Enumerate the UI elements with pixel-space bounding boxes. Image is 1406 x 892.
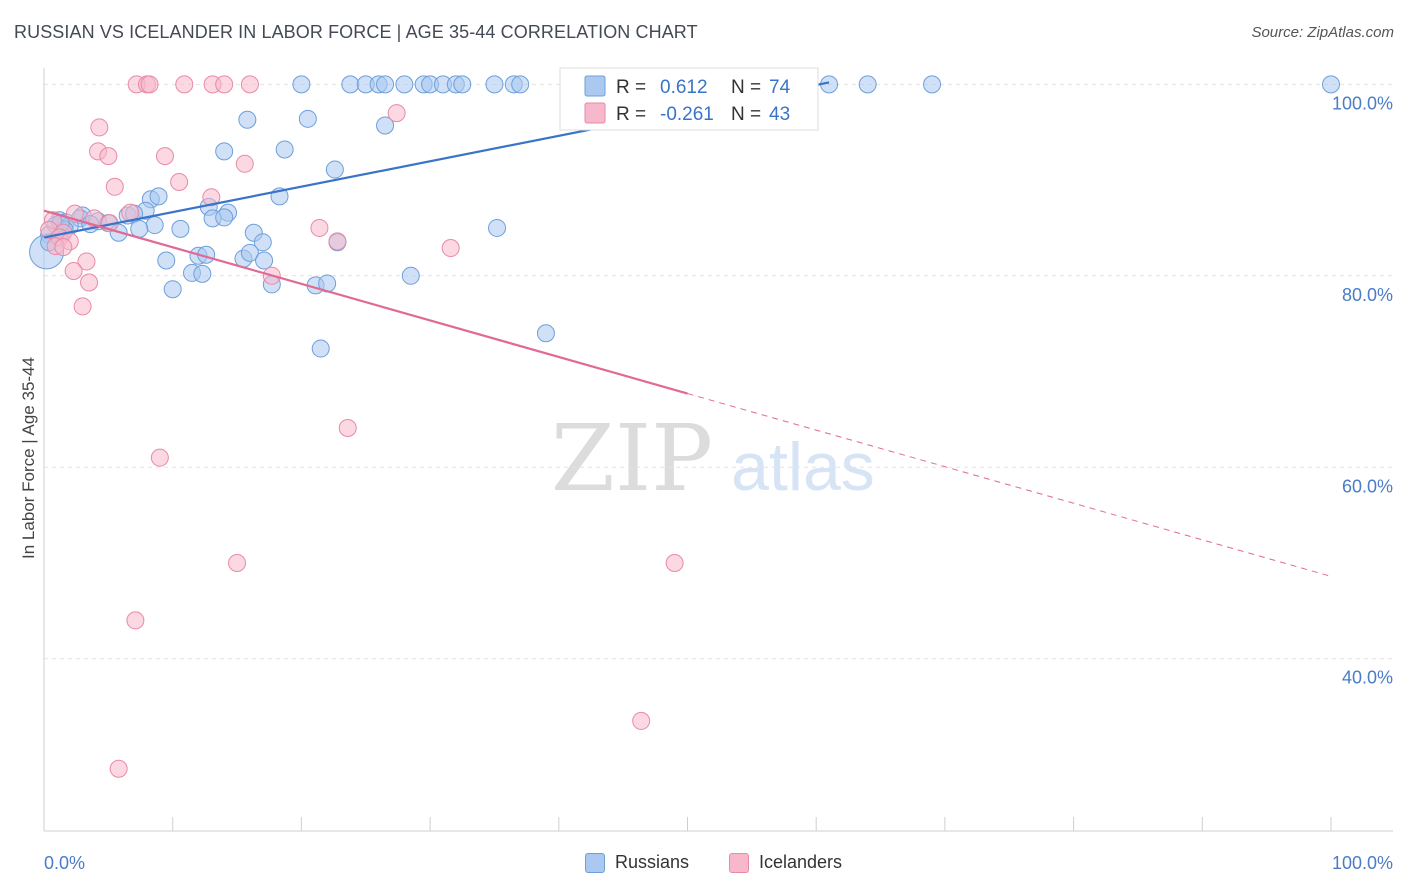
point-russians-59 [240, 243, 259, 262]
stats-legend: R = 0.612 N = 74 R = -0.261 N = 43 [559, 67, 819, 131]
point-russians-69 [311, 339, 330, 358]
y-tick-label-2: 60.0% [1342, 476, 1393, 496]
point-russians-64 [401, 266, 420, 285]
point-russians-48 [130, 219, 149, 238]
point-russians-49 [171, 219, 190, 238]
legend-swatch-russians [585, 852, 605, 873]
legend-label-icelanders: Icelanders [759, 852, 843, 872]
point-icelanders-28 [54, 238, 73, 257]
watermark: ZIP atlas [551, 405, 875, 512]
russians-n-value: 74 [769, 77, 791, 98]
trendline-icelanders-extension [687, 393, 1332, 577]
point-icelanders-12 [155, 147, 174, 166]
point-russians-45 [215, 208, 234, 227]
point-russians-5 [395, 75, 414, 94]
x-tick-label-1: 100.0% [1332, 853, 1393, 873]
legend-label-russians: Russians [615, 852, 690, 872]
point-icelanders-34 [80, 273, 99, 292]
trendline-icelanders [43, 209, 688, 395]
point-russians-19 [923, 75, 942, 94]
y-axis-label: In Labor Force | Age 35-44 [19, 357, 38, 559]
x-tick-label-0: 0.0% [44, 853, 85, 873]
point-icelanders-31 [77, 252, 96, 271]
axes [43, 68, 1393, 832]
point-icelanders-41 [632, 711, 651, 730]
point-russians-24 [215, 142, 234, 161]
chart-source: Source: ZipAtlas.com [1251, 24, 1394, 41]
point-russians-20 [1322, 75, 1340, 94]
point-icelanders-9 [90, 118, 109, 137]
tick-labels: 100.0% 80.0% 60.0% 40.0% 0.0% 100.0% [44, 93, 1393, 873]
point-russians-25 [275, 140, 294, 159]
point-russians-18 [858, 75, 877, 94]
icelanders-n-value: 43 [769, 104, 790, 125]
legend-swatch-icelanders [729, 852, 749, 873]
point-russians-10 [453, 75, 472, 94]
point-icelanders-40 [126, 611, 145, 630]
russians-r-label: R = [616, 77, 646, 98]
russians-r-value: 0.612 [660, 77, 708, 98]
point-icelanders-14 [170, 172, 189, 191]
point-icelanders-29 [328, 232, 347, 251]
legend-item-russians[interactable]: Russians [585, 852, 689, 873]
point-icelanders-3 [175, 75, 194, 94]
point-icelanders-16 [202, 188, 221, 207]
chart-title: RUSSIAN VS ICELANDER IN LABOR FORCE | AG… [14, 22, 698, 42]
point-icelanders-8 [387, 104, 406, 123]
point-russians-70 [536, 324, 555, 343]
legend-item-icelanders[interactable]: Icelanders [729, 852, 842, 873]
point-icelanders-36 [338, 419, 357, 438]
icelanders-swatch [584, 102, 606, 124]
point-russians-63 [193, 264, 212, 283]
point-russians-60 [157, 251, 176, 270]
russians-n-label: N = [731, 77, 761, 98]
point-russians-26 [325, 160, 344, 179]
point-icelanders-24 [310, 218, 329, 237]
point-icelanders-15 [105, 177, 124, 196]
point-russians-22 [298, 109, 317, 128]
watermark-atlas: atlas [731, 429, 875, 505]
point-icelanders-2 [140, 75, 159, 94]
point-icelanders-5 [215, 75, 234, 94]
point-russians-68 [163, 280, 182, 299]
bottom-legend: Russians Icelanders [0, 852, 1406, 878]
point-russians-11 [485, 75, 504, 94]
russians-swatch [584, 75, 606, 97]
point-icelanders-11 [99, 147, 118, 166]
point-russians-61 [255, 251, 274, 270]
point-russians-23 [376, 116, 395, 135]
point-icelanders-38 [228, 553, 247, 572]
point-russians-29 [149, 187, 168, 206]
series-icelanders [40, 75, 684, 778]
point-icelanders-30 [441, 239, 460, 258]
point-russians-53 [488, 218, 507, 237]
point-russians-4 [376, 75, 395, 94]
point-russians-21 [238, 110, 257, 129]
point-icelanders-42 [109, 759, 128, 778]
point-russians-54 [253, 233, 272, 252]
icelanders-r-label: R = [616, 104, 646, 125]
y-tick-label-0: 100.0% [1332, 93, 1393, 113]
watermark-zip: ZIP [551, 405, 713, 512]
point-icelanders-13 [235, 154, 254, 173]
point-russians-0 [292, 75, 311, 94]
icelanders-r-value: -0.261 [660, 104, 714, 125]
icelanders-n-label: N = [731, 104, 761, 125]
point-russians-43 [145, 216, 164, 235]
point-icelanders-39 [665, 553, 684, 572]
point-russians-13 [511, 75, 530, 94]
point-icelanders-32 [64, 262, 83, 281]
point-icelanders-6 [240, 75, 259, 94]
y-tick-label-1: 80.0% [1342, 285, 1393, 305]
point-icelanders-35 [73, 297, 92, 316]
point-russians-1 [341, 75, 360, 94]
point-icelanders-37 [150, 448, 169, 467]
y-tick-label-3: 40.0% [1342, 668, 1393, 688]
